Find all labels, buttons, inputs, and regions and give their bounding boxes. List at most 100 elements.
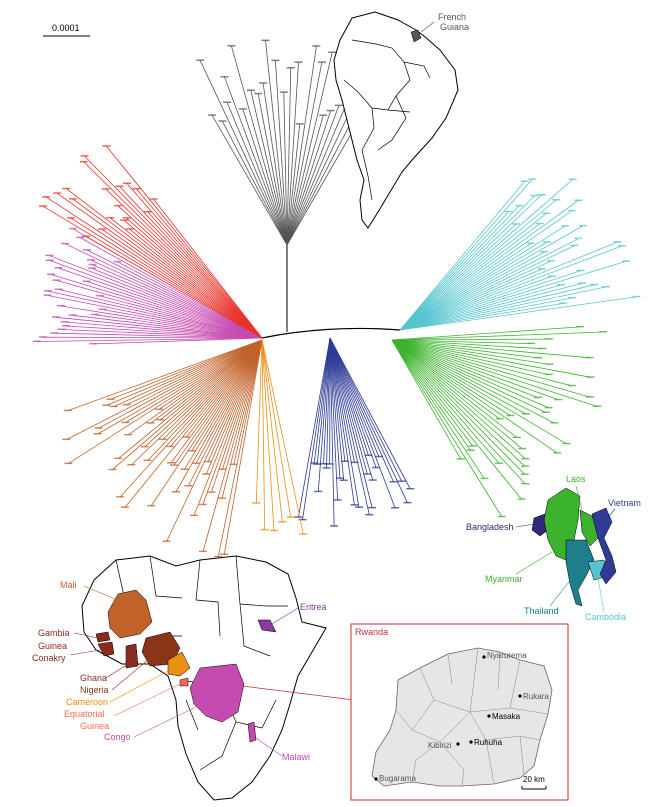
outgroup-tip-label (101, 188, 110, 190)
asia-myanmar-branch (391, 339, 590, 359)
asia-myanmar-tip-label (518, 447, 527, 450)
equatorial-guinea-label-2: Guinea (80, 721, 109, 731)
outgroup-tip-label (79, 160, 88, 163)
africa-central-tip-label (68, 314, 77, 316)
asia-vietnam-tip-label (364, 454, 373, 456)
asia-east-tip-label (577, 282, 586, 284)
cameroon-label: Cameroon (66, 697, 108, 707)
africa-central-tip-label (43, 294, 52, 296)
africa-west-branch (158, 339, 263, 410)
asia-myanmar-branch (391, 339, 573, 387)
africa-west-tip-label (184, 485, 193, 487)
africa-central-branch (50, 274, 263, 339)
asia-east-tip-label (504, 210, 513, 213)
asia-myanmar-branch (391, 339, 567, 445)
asia-east-branch (399, 243, 532, 331)
asia-myanmar-branch (391, 326, 581, 341)
town-marker-rukara (518, 694, 522, 698)
tree-backbone (261, 327, 401, 339)
asia-east-tip-label (515, 204, 524, 207)
outgroup-branch (42, 205, 263, 339)
guinea-conakry-region (97, 641, 115, 657)
africa-central-tip-label (57, 305, 65, 307)
africa-central-tip-label (83, 249, 92, 251)
africa-central-branch (36, 337, 263, 342)
outgroup-tip-label (62, 187, 71, 190)
africa-west-tip-label (167, 462, 175, 464)
africa-central-branch (55, 316, 263, 339)
asia-myanmar-tip-label (550, 422, 559, 424)
nigeria-label: Nigeria (80, 685, 109, 695)
asia-myanmar-branch (391, 339, 546, 413)
south-america-branch (286, 113, 363, 246)
french-guiana-region (410, 29, 422, 43)
outgroup-tip-label (98, 228, 106, 230)
town-bugarama: Bugarama (379, 774, 416, 783)
africa-west-tip-label (108, 468, 117, 471)
asia-vietnam-branch (329, 337, 346, 462)
town-marker-masaka (487, 714, 491, 718)
southeast-asia-map: Laos Vietnam Bangladesh Myanmar Thailand… (466, 474, 641, 622)
asia-vietnam-branch (313, 337, 331, 464)
south-america-tip-label (246, 89, 255, 91)
rwanda-connector (241, 685, 355, 701)
africa-central-tip-label (54, 267, 63, 269)
asia-vietnam-branch (329, 337, 345, 481)
asia-myanmar-branch (391, 339, 598, 407)
asia-myanmar-branch (391, 339, 500, 464)
africa-west-tip-label (182, 436, 191, 438)
africa-map: Mali Gambia Guinea Conakry Ghana Nigeria… (32, 555, 355, 801)
asia-myanmar-tip-label (545, 363, 554, 365)
outgroup-branch (119, 186, 263, 339)
asia-east-branch (399, 225, 566, 331)
south-america-tip-label (196, 59, 205, 61)
africa-west-tip-label (218, 497, 226, 499)
south-america-branch (286, 67, 292, 246)
africa-central-tip-label (62, 325, 71, 327)
south-america-tip-label (334, 104, 343, 107)
asia-vietnam-tip-label (330, 525, 339, 527)
asia-myanmar-tip-label (593, 405, 602, 407)
africa-central-branch (64, 321, 263, 339)
asia-myanmar-branch (391, 339, 591, 378)
asia-vietnam-tip-label (350, 504, 359, 506)
mali-region (107, 589, 153, 639)
town-kibirizi: Kibirizi (428, 741, 452, 750)
asia-myanmar-tip-label (520, 473, 529, 475)
africa-west-tip-label (146, 422, 155, 424)
asia-myanmar-branch (391, 339, 462, 460)
asia-myanmar-branch (391, 339, 526, 467)
africa-west-tip-label (202, 473, 211, 475)
africa-west-branch (169, 339, 263, 447)
asia-myanmar-tip-label (517, 498, 526, 500)
south-america-branch (262, 83, 288, 246)
outgroup-branch (110, 217, 263, 339)
asia-vietnam-tip-label (333, 499, 342, 501)
africa-west-tip-label (158, 438, 167, 440)
africa-central-tip-label (61, 242, 70, 245)
asia-vietnam-branch (329, 337, 374, 481)
rwanda-outline (371, 647, 553, 787)
south-america-branch (257, 93, 288, 246)
asia-east-branch (399, 260, 552, 331)
africa-cameroon-branch (261, 339, 304, 535)
asia-vietnam-tip-label (314, 490, 323, 493)
clade-south-america (196, 39, 380, 246)
asia-myanmar-tip-label (585, 356, 594, 359)
africa-west-tip-label (162, 540, 171, 542)
asia-myanmar-branch (391, 339, 526, 485)
thailand-region (565, 539, 595, 607)
asia-east-branch (399, 181, 526, 331)
asia-vietnam-tip-label (339, 479, 348, 481)
africa-cameroon-tip-label (270, 529, 278, 532)
africa-west-tip-label (94, 427, 103, 429)
africa-west-branch (202, 339, 263, 552)
africa-west-tip-label (143, 459, 152, 462)
africa-west-branch (110, 339, 263, 400)
asia-vietnam-tip-label (355, 506, 363, 508)
rwanda-title: Rwanda (355, 627, 388, 637)
asia-vietnam-tip-label (325, 463, 334, 465)
asia-myanmar-tip-label (544, 373, 553, 376)
asia-east-branch (399, 211, 509, 331)
cameroon-region (167, 651, 191, 677)
